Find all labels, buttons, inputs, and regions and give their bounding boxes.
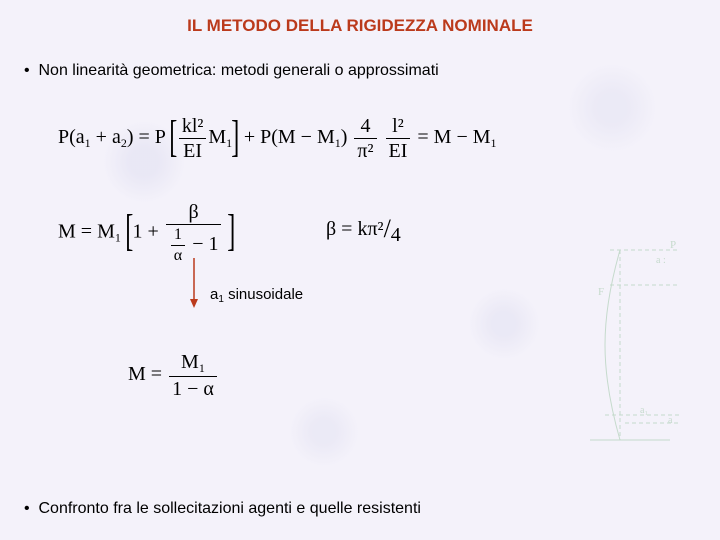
bullet-confronto: • Confronto fra le sollecitazioni agenti… — [24, 500, 421, 518]
diagram-label-a: a — [668, 415, 673, 426]
bullet-text: Non linearità geometrica: metodi general… — [39, 62, 439, 79]
arrow-down-icon — [188, 258, 200, 308]
slide-title: IL METODO DELLA RIGIDEZZA NOMINALE — [0, 16, 720, 36]
diagram-label-a1: a₁ — [640, 405, 648, 416]
equation-2-beta: β = kπ²/4 — [326, 212, 401, 242]
bullet-nonlinearity: • Non linearità geometrica: metodi gener… — [24, 62, 439, 80]
equation-1: P(a1 + a2) = P [kl²EIM1] + P(M − M1) 4π²… — [58, 116, 497, 161]
diagram-label-P: P — [670, 240, 676, 251]
equation-3: M = M1 1 − α — [128, 352, 219, 399]
equation-2: M = M1 [1 + β 1α − 1 ] — [58, 202, 235, 264]
bullet-dot: • — [24, 62, 34, 79]
diagram-label-F: F — [598, 286, 604, 298]
bullet-text: Confronto fra le sollecitazioni agenti e… — [39, 500, 421, 517]
column-diagram: P a : F a₁ a — [550, 240, 690, 460]
bullet-dot: • — [24, 500, 34, 517]
note-a1-sinusoidal: a1 sinusoidale — [210, 286, 303, 305]
svg-text:a :: a : — [656, 255, 666, 266]
